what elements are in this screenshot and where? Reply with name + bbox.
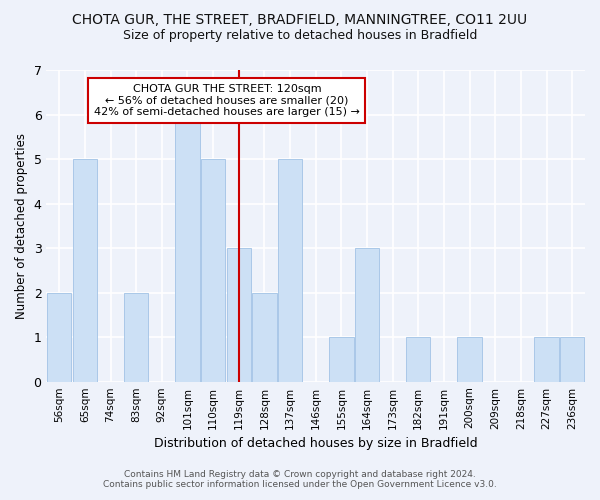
Bar (201, 159, 226, 382)
Bar (457, 337, 482, 382)
Bar (329, 337, 353, 382)
Bar (406, 337, 430, 382)
Text: CHOTA GUR THE STREET: 120sqm
← 56% of detached houses are smaller (20)
42% of se: CHOTA GUR THE STREET: 120sqm ← 56% of de… (94, 84, 360, 117)
Bar (355, 248, 379, 382)
Bar (535, 337, 559, 382)
Bar (73, 159, 97, 382)
Bar (227, 248, 251, 382)
Bar (278, 159, 302, 382)
Text: CHOTA GUR, THE STREET, BRADFIELD, MANNINGTREE, CO11 2UU: CHOTA GUR, THE STREET, BRADFIELD, MANNIN… (73, 12, 527, 26)
Text: Contains HM Land Registry data © Crown copyright and database right 2024.
Contai: Contains HM Land Registry data © Crown c… (103, 470, 497, 489)
Text: Size of property relative to detached houses in Bradfield: Size of property relative to detached ho… (123, 29, 477, 42)
Y-axis label: Number of detached properties: Number of detached properties (15, 133, 28, 319)
Bar (175, 114, 200, 382)
Bar (560, 337, 584, 382)
Bar (124, 292, 148, 382)
X-axis label: Distribution of detached houses by size in Bradfield: Distribution of detached houses by size … (154, 437, 478, 450)
Bar (47, 292, 71, 382)
Bar (252, 292, 277, 382)
